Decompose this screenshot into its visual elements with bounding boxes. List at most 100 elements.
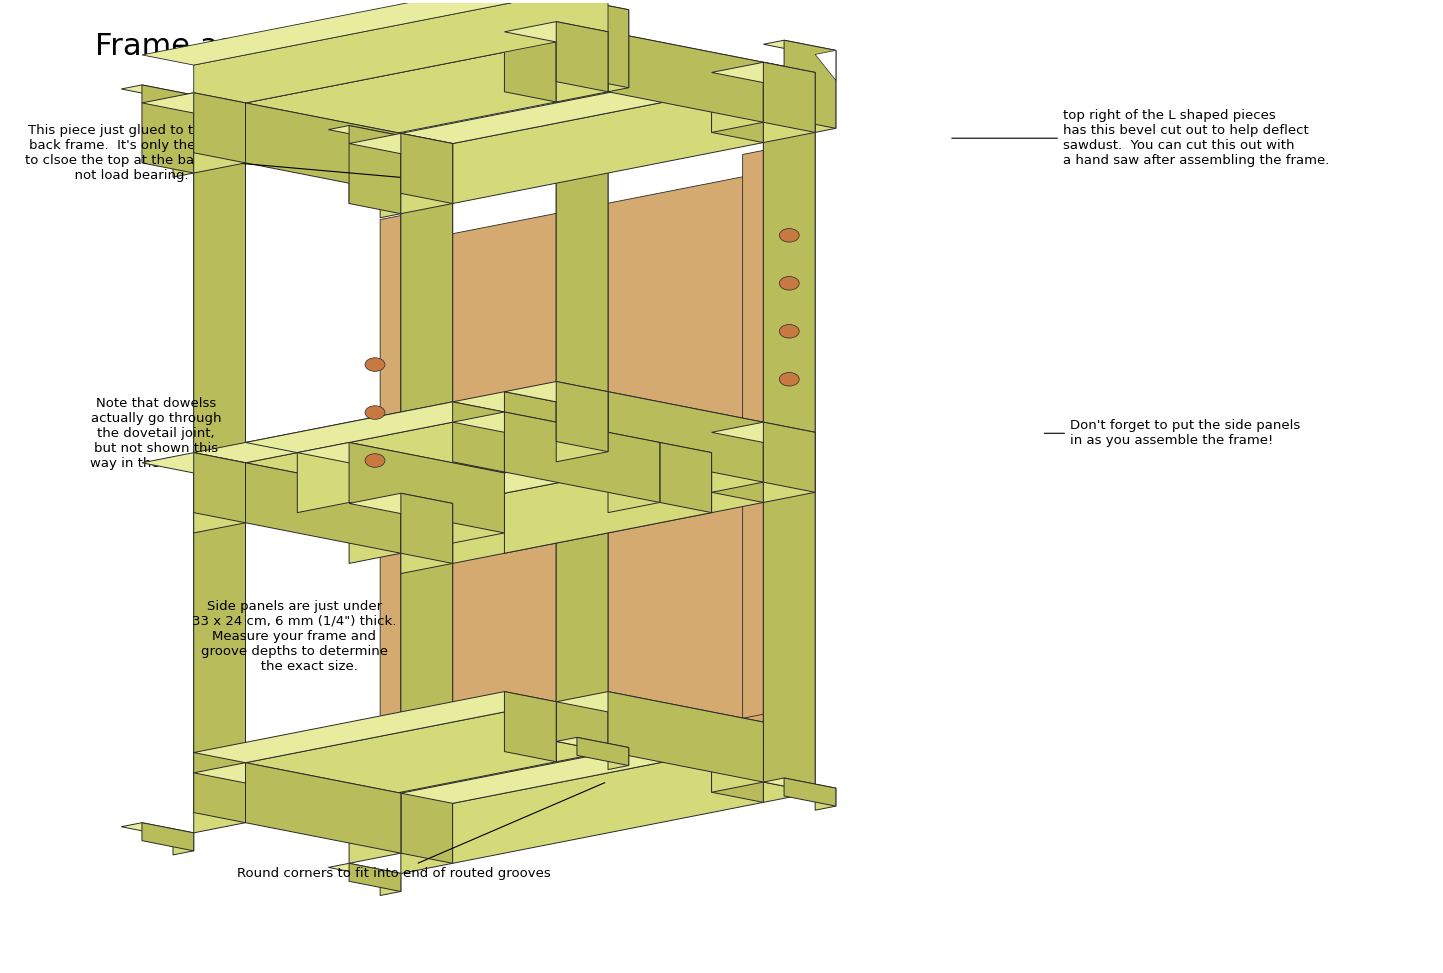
Polygon shape: [784, 40, 835, 128]
Polygon shape: [245, 763, 401, 853]
Polygon shape: [173, 95, 193, 177]
Polygon shape: [556, 21, 608, 91]
Polygon shape: [763, 778, 835, 792]
Polygon shape: [193, 103, 245, 173]
Circle shape: [779, 325, 799, 338]
Polygon shape: [401, 144, 453, 214]
Polygon shape: [141, 92, 245, 113]
Polygon shape: [141, 85, 193, 173]
Polygon shape: [401, 72, 763, 144]
Polygon shape: [173, 833, 193, 855]
Polygon shape: [608, 10, 629, 91]
Polygon shape: [763, 62, 815, 792]
Polygon shape: [401, 133, 453, 863]
Polygon shape: [349, 133, 401, 203]
Polygon shape: [763, 422, 815, 492]
Polygon shape: [401, 503, 453, 573]
Polygon shape: [193, 103, 245, 833]
Polygon shape: [401, 144, 453, 874]
Polygon shape: [193, 452, 245, 523]
Polygon shape: [193, 692, 556, 763]
Polygon shape: [349, 793, 401, 863]
Circle shape: [365, 406, 385, 419]
Polygon shape: [711, 62, 763, 132]
Polygon shape: [608, 443, 659, 513]
Polygon shape: [401, 493, 453, 563]
Polygon shape: [349, 133, 453, 154]
Polygon shape: [193, 392, 556, 463]
Polygon shape: [349, 126, 401, 214]
Polygon shape: [453, 402, 505, 472]
Circle shape: [365, 358, 385, 372]
Polygon shape: [505, 21, 608, 42]
Polygon shape: [763, 72, 815, 803]
Polygon shape: [437, 167, 789, 801]
Polygon shape: [608, 747, 629, 770]
Polygon shape: [245, 402, 505, 452]
Polygon shape: [193, 92, 245, 823]
Polygon shape: [401, 133, 453, 203]
Polygon shape: [329, 863, 401, 878]
Polygon shape: [349, 493, 401, 563]
Polygon shape: [193, 463, 245, 533]
Polygon shape: [505, 452, 711, 554]
Polygon shape: [380, 874, 401, 895]
Polygon shape: [763, 62, 815, 132]
Polygon shape: [349, 443, 505, 533]
Polygon shape: [711, 733, 763, 803]
Polygon shape: [245, 402, 556, 523]
Polygon shape: [763, 432, 815, 502]
Polygon shape: [556, 381, 608, 451]
Polygon shape: [453, 412, 659, 452]
Polygon shape: [608, 692, 763, 782]
Polygon shape: [297, 412, 505, 513]
Polygon shape: [784, 778, 835, 807]
Polygon shape: [711, 432, 763, 502]
Polygon shape: [505, 32, 556, 102]
Polygon shape: [329, 126, 401, 140]
Polygon shape: [380, 135, 401, 218]
Polygon shape: [453, 83, 763, 203]
Polygon shape: [711, 422, 763, 492]
Polygon shape: [245, 103, 401, 194]
Text: This piece just glued to the
back frame.  It's only there
to clsoe the top at th: This piece just glued to the back frame.…: [25, 124, 447, 182]
Polygon shape: [556, 392, 763, 432]
Polygon shape: [141, 0, 608, 65]
Polygon shape: [401, 733, 763, 804]
Polygon shape: [121, 85, 193, 99]
Polygon shape: [193, 463, 401, 503]
Polygon shape: [608, 32, 763, 123]
Polygon shape: [608, 392, 763, 483]
Polygon shape: [245, 42, 556, 162]
Circle shape: [779, 276, 799, 290]
Polygon shape: [505, 381, 608, 402]
Polygon shape: [453, 742, 763, 863]
Polygon shape: [763, 40, 835, 54]
Text: Side panels are just under
33 x 24 cm, 6 mm (1/4") thick.
Measure your frame and: Side panels are just under 33 x 24 cm, 6…: [192, 600, 397, 673]
Polygon shape: [121, 823, 193, 837]
Polygon shape: [193, 32, 556, 103]
Polygon shape: [577, 738, 629, 766]
Polygon shape: [505, 412, 659, 502]
Polygon shape: [815, 788, 835, 811]
Text: Note that dowelss
actually go through
the dovetail joint,
but not shown this
way: Note that dowelss actually go through th…: [89, 397, 222, 470]
Polygon shape: [193, 763, 401, 804]
Polygon shape: [245, 702, 556, 823]
Polygon shape: [349, 493, 453, 514]
Polygon shape: [556, 692, 763, 733]
Polygon shape: [815, 51, 835, 132]
Polygon shape: [453, 443, 763, 563]
Polygon shape: [556, 392, 608, 462]
Polygon shape: [505, 692, 556, 762]
Polygon shape: [556, 32, 763, 72]
Polygon shape: [711, 62, 815, 83]
Circle shape: [779, 373, 799, 386]
Polygon shape: [556, 32, 608, 102]
Polygon shape: [556, 21, 608, 751]
Polygon shape: [297, 443, 505, 484]
Polygon shape: [193, 92, 245, 162]
Polygon shape: [349, 133, 453, 154]
Polygon shape: [349, 863, 401, 891]
Text: Frame assembly: Frame assembly: [95, 32, 345, 60]
Polygon shape: [141, 92, 245, 113]
